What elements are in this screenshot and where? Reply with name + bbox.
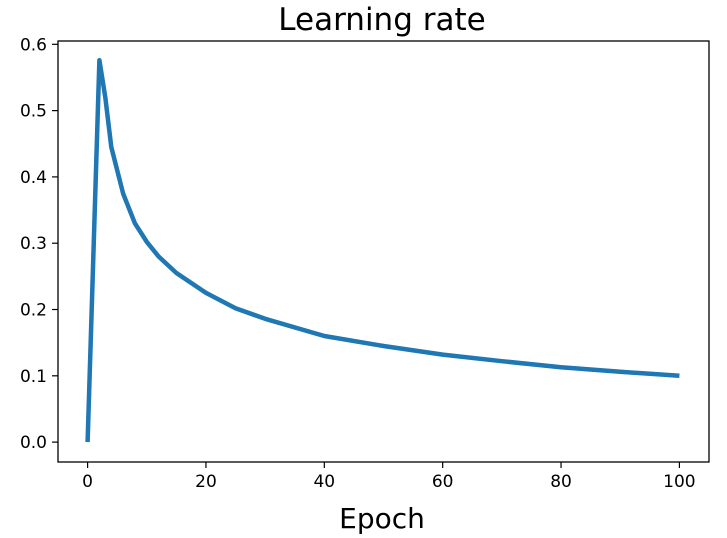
y-tick-label: 0.6 — [20, 35, 47, 55]
x-axis-label: Epoch — [339, 502, 425, 535]
x-tick-label: 100 — [663, 472, 695, 492]
y-tick-label: 0.0 — [20, 433, 47, 453]
learning-rate-line — [85, 57, 680, 443]
plot-layer — [85, 57, 680, 443]
chart-title: Learning rate — [278, 2, 485, 38]
x-tick-label: 20 — [195, 472, 217, 492]
x-tick-label: 40 — [313, 472, 335, 492]
y-axis: 0.0 0.1 0.2 0.3 0.4 0.5 0.6 — [20, 35, 58, 453]
y-tick-label: 0.1 — [20, 367, 47, 387]
y-tick-label: 0.3 — [20, 234, 47, 254]
x-axis: 0 20 40 60 80 100 — [82, 462, 696, 492]
x-tick-label: 80 — [550, 472, 572, 492]
x-tick-label: 60 — [432, 472, 454, 492]
x-tick-label: 0 — [82, 472, 93, 492]
y-tick-label: 0.2 — [20, 301, 47, 321]
y-tick-label: 0.5 — [20, 102, 47, 122]
y-tick-label: 0.4 — [20, 168, 47, 188]
plot-frame — [57, 40, 710, 463]
